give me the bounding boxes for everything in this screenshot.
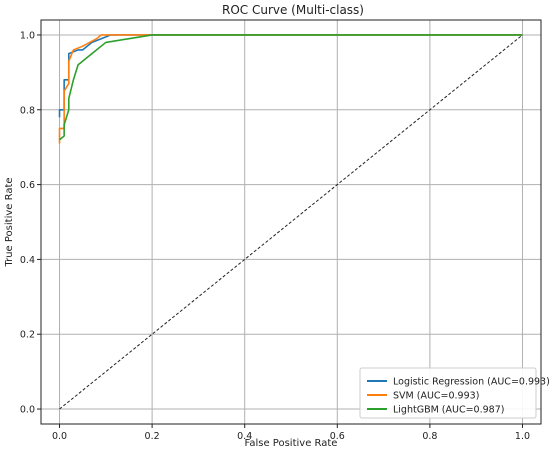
- x-tick-label: 0.6: [330, 431, 345, 442]
- series-line-1: [58, 34, 523, 144]
- x-tick-label: 0.0: [52, 431, 67, 442]
- y-tick-label: 0.6: [20, 180, 35, 191]
- x-tick-label: 0.2: [145, 431, 160, 442]
- y-tick-label: 1.0: [20, 30, 35, 41]
- x-axis-ticks: 0.0 0.2 0.4 0.6 0.8 1.0: [52, 424, 530, 442]
- y-tick-label: 0.0: [20, 405, 35, 416]
- legend: Logistic Regression (AUC=0.993) SVM (AUC=…: [359, 367, 550, 419]
- x-tick-label: 1.0: [515, 431, 530, 442]
- reference-diagonal-line: [59, 34, 523, 410]
- y-axis-label: True Positive Rate: [4, 177, 15, 267]
- x-tick-label: 0.4: [237, 431, 252, 442]
- legend-label: Logistic Regression (AUC=0.993): [393, 377, 550, 388]
- series-line-2: [59, 34, 523, 141]
- y-axis-ticks: 0.0 0.2 0.4 0.6 0.8 1.0: [20, 30, 41, 416]
- x-tick-label: 0.8: [422, 431, 437, 442]
- x-axis-label: False Positive Rate: [245, 438, 338, 449]
- legend-box: [359, 367, 537, 419]
- series-lines: [58, 34, 523, 144]
- series-line-0: [58, 34, 523, 118]
- y-tick-label: 0.4: [20, 255, 35, 266]
- y-tick-label: 0.2: [20, 330, 35, 341]
- plot-frame: [40, 19, 542, 425]
- reference-diagonal-group: [59, 34, 523, 410]
- legend-label: LightGBM (AUC=0.987): [393, 405, 504, 416]
- legend-label: SVM (AUC=0.993): [393, 391, 479, 402]
- chart-title: ROC Curve (Multi-class): [222, 3, 364, 17]
- y-tick-label: 0.8: [20, 105, 35, 116]
